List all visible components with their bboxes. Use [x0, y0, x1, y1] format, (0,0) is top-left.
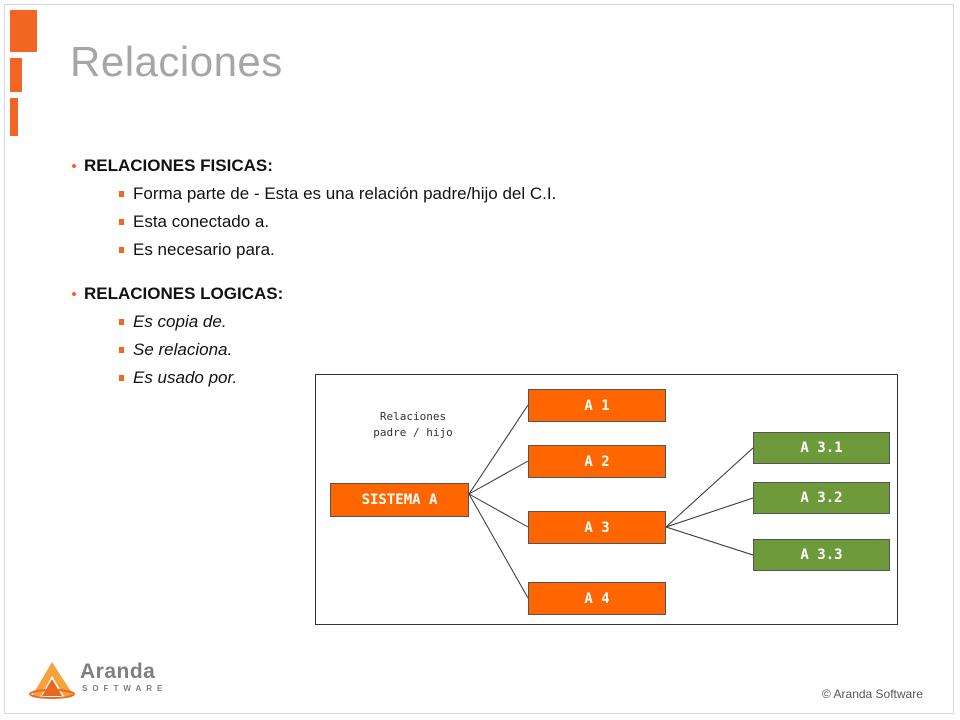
aranda-logo-icon [29, 662, 75, 699]
list-item: Es copia de. [72, 308, 772, 336]
accent-bar-bottom [10, 98, 18, 136]
section-heading-fisicas: RELACIONES FISICAS: [72, 152, 772, 180]
bullet-dot-icon [72, 292, 76, 296]
node-child: A 3 [528, 511, 666, 544]
bullet-list: RELACIONES FISICAS: Forma parte de - Est… [72, 152, 772, 392]
node-child: A 4 [528, 582, 666, 615]
copyright-text: © Aranda Software [822, 687, 923, 701]
connector-line [665, 447, 754, 528]
square-bullet-icon [119, 247, 124, 253]
list-item: Es necesario para. [72, 236, 772, 264]
connector-line [468, 493, 529, 599]
section-heading-label: RELACIONES LOGICAS: [84, 284, 284, 303]
accent-bar-middle [10, 58, 22, 92]
list-item: Se relaciona. [72, 336, 772, 364]
node-child: A 1 [528, 389, 666, 422]
diagram-note: Relaciones padre / hijo [358, 409, 468, 441]
connector-lines [468, 404, 754, 599]
accent-bar-top [10, 10, 37, 52]
list-item-label: Se relaciona. [133, 340, 233, 359]
node-grandchild: A 3.1 [753, 432, 890, 464]
list-item-label: Esta conectado a. [133, 212, 270, 231]
logo-subtitle: SOFTWARE [82, 684, 168, 693]
list-item-label: Es copia de. [133, 312, 227, 331]
node-root: SISTEMA A [330, 483, 469, 517]
bullet-dot-icon [72, 164, 76, 168]
list-item-label: Es necesario para. [133, 240, 275, 259]
note-line: Relaciones [379, 410, 447, 423]
list-item-label: Forma parte de - Esta es una relación pa… [133, 184, 557, 203]
section-heading-label: RELACIONES FISICAS: [84, 156, 273, 175]
list-item: Esta conectado a. [72, 208, 772, 236]
section-heading-logicas: RELACIONES LOGICAS: [72, 280, 772, 308]
square-bullet-icon [119, 219, 124, 225]
list-item: Es usado por. [72, 364, 772, 392]
node-child: A 2 [528, 445, 666, 478]
relations-diagram: Relaciones padre / hijo SISTEMA A A 1 A … [315, 374, 898, 625]
list-item-label: Es usado por. [133, 368, 238, 387]
connector-line [665, 497, 754, 528]
node-grandchild: A 3.2 [753, 482, 890, 514]
slide-title: Relaciones [70, 38, 283, 85]
node-grandchild: A 3.3 [753, 539, 890, 571]
connector-line [468, 493, 529, 528]
square-bullet-icon [119, 191, 124, 197]
logo-name: Aranda [80, 660, 156, 683]
connector-line [468, 460, 529, 495]
square-bullet-icon [119, 347, 124, 353]
slide-frame [4, 4, 954, 714]
aranda-logo: Aranda SOFTWARE [28, 656, 188, 702]
connector-line [665, 526, 754, 556]
connector-line [468, 404, 529, 495]
square-bullet-icon [119, 319, 124, 325]
note-line: padre / hijo [373, 426, 453, 439]
square-bullet-icon [119, 375, 124, 381]
list-item: Forma parte de - Esta es una relación pa… [72, 180, 772, 208]
